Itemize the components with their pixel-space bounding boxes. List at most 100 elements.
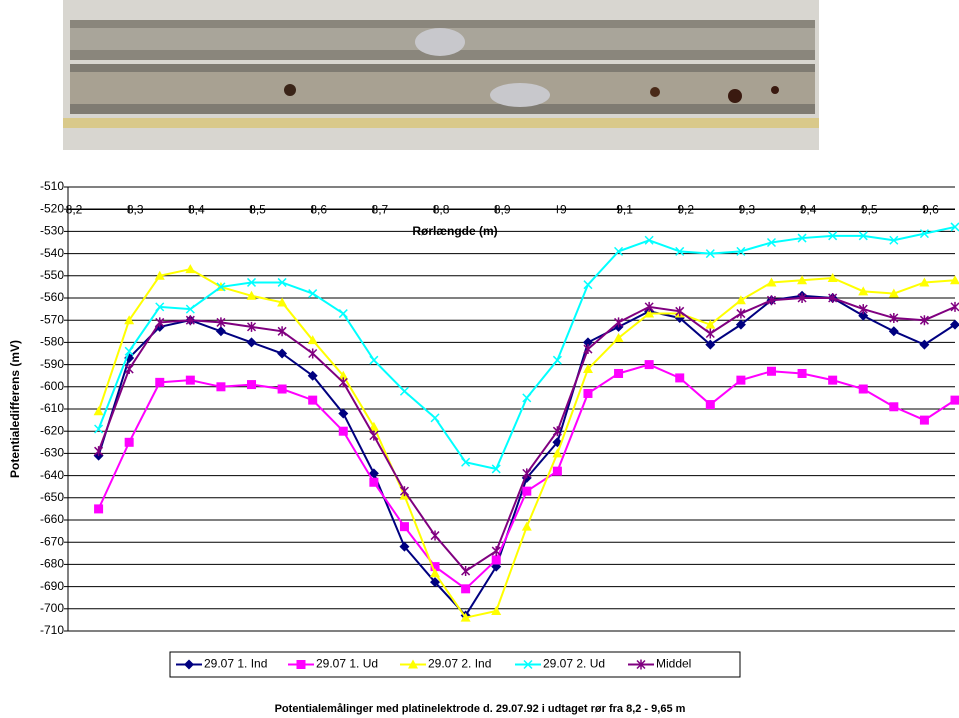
marker [309, 349, 317, 359]
marker [583, 389, 592, 398]
rust-spot [284, 84, 296, 96]
marker [369, 478, 378, 487]
marker [491, 606, 501, 615]
marker [247, 337, 257, 347]
y-tick-label: -700 [40, 601, 64, 615]
marker [95, 446, 103, 456]
page: {"chart_data": { "type": "line", "title"… [0, 0, 959, 718]
ruler [63, 118, 819, 128]
marker [462, 566, 470, 576]
marker [186, 376, 195, 385]
marker [615, 317, 623, 327]
y-tick-label: -630 [40, 446, 64, 460]
marker [523, 394, 531, 402]
marker [216, 326, 226, 336]
marker [461, 584, 470, 593]
marker [492, 546, 500, 556]
marker [736, 376, 745, 385]
y-tick-label: -540 [40, 246, 64, 260]
legend-label: 29.07 2. Ind [428, 657, 491, 671]
x-tick-label: 8,4 [188, 202, 205, 216]
marker [553, 467, 562, 476]
x-tick-label: 8,3 [127, 202, 144, 216]
marker [737, 309, 745, 319]
x-tick-label: 8,5 [249, 202, 266, 216]
marker [736, 295, 746, 304]
x-tick-label: 8,9 [494, 202, 511, 216]
y-tick-label: -550 [40, 268, 64, 282]
series-line [99, 227, 955, 469]
marker [400, 522, 409, 531]
y-tick-label: -520 [40, 201, 64, 215]
y-tick-label: -530 [40, 224, 64, 238]
y-tick-label: -670 [40, 534, 64, 548]
pipe-spot [490, 83, 550, 107]
marker [370, 356, 378, 364]
marker [645, 360, 654, 369]
pipe-photo [63, 0, 819, 150]
marker [706, 329, 714, 339]
y-tick-label: -680 [40, 557, 64, 571]
marker [919, 340, 929, 350]
y-tick-label: -610 [40, 401, 64, 415]
y-tick-label: -660 [40, 512, 64, 526]
series-line [99, 269, 955, 618]
y-tick-label: -710 [40, 623, 64, 637]
marker [492, 555, 501, 564]
marker [767, 367, 776, 376]
pipe-lower-inner [70, 72, 815, 104]
marker [247, 380, 256, 389]
x-tick-label: 8,6 [310, 202, 327, 216]
x-tick-label: 9,3 [739, 202, 756, 216]
pipe-spot [415, 28, 465, 56]
y-tick-label: -650 [40, 490, 64, 504]
legend-label: 29.07 1. Ind [204, 657, 267, 671]
x-tick-label: 8,8 [433, 202, 450, 216]
x-tick-label: 9,5 [861, 202, 878, 216]
marker [798, 369, 807, 378]
marker [308, 396, 317, 405]
y-tick-label: -580 [40, 335, 64, 349]
rust-spot [650, 87, 660, 97]
x-tick-label: 9,6 [922, 202, 939, 216]
rust-spot [771, 86, 779, 94]
marker [400, 387, 408, 395]
marker [951, 396, 959, 405]
marker [706, 400, 715, 409]
marker [859, 385, 868, 394]
y-tick-label: -690 [40, 579, 64, 593]
marker [297, 660, 306, 669]
marker [951, 302, 959, 312]
y-tick-label: -590 [40, 357, 64, 371]
chart-title: Potentialemålinger med platinelektrode d… [275, 703, 686, 715]
marker [614, 369, 623, 378]
rust-spot [728, 89, 742, 103]
marker [216, 382, 225, 391]
x-tick-label: 9,4 [800, 202, 817, 216]
marker [584, 281, 592, 289]
legend: 29.07 1. Ind29.07 1. Ud29.07 2. Ind29.07… [170, 652, 740, 677]
y-tick-label: -640 [40, 468, 64, 482]
marker [155, 378, 164, 387]
marker [370, 431, 378, 441]
marker [431, 414, 439, 422]
marker [431, 531, 439, 541]
x-tick-label: 9 [560, 202, 567, 216]
marker [278, 385, 287, 394]
marker [553, 356, 561, 364]
marker [920, 416, 929, 425]
marker [339, 310, 347, 318]
y-tick-label: -600 [40, 379, 64, 393]
legend-label: Middel [656, 657, 691, 671]
marker [675, 373, 684, 382]
x-tick-label: 9,2 [677, 202, 694, 216]
marker [339, 427, 348, 436]
marker [889, 402, 898, 411]
marker [522, 487, 531, 496]
x-tick-label: 9,1 [616, 202, 633, 216]
marker [94, 406, 104, 415]
y-tick-label: -560 [40, 290, 64, 304]
marker [522, 522, 532, 531]
marker [889, 326, 899, 336]
marker [94, 504, 103, 513]
